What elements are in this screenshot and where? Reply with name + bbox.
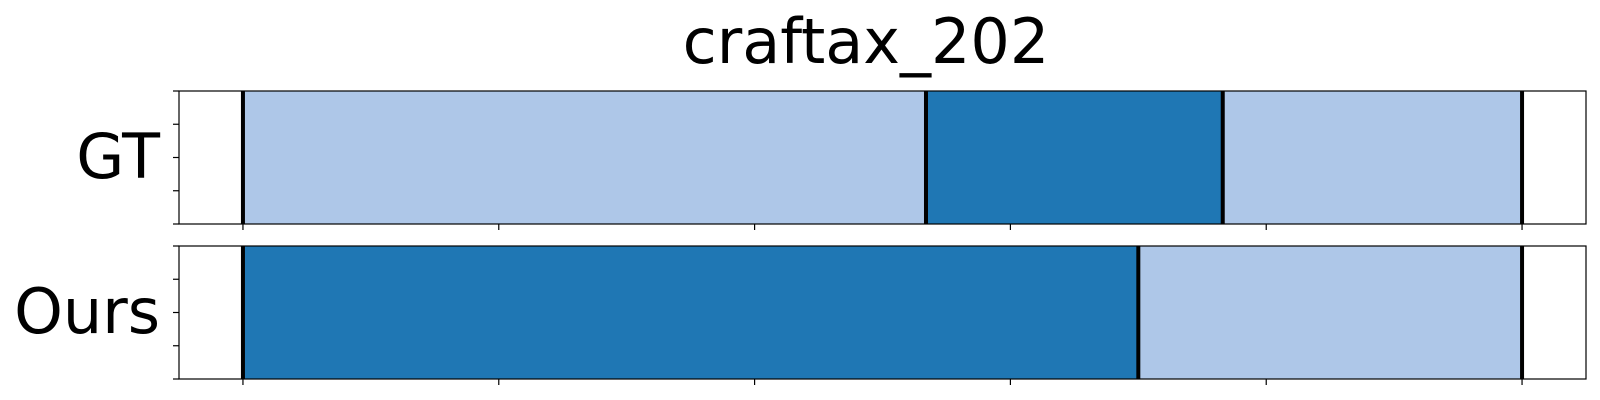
row-label-0: GT	[76, 120, 161, 193]
segment-0-1	[925, 91, 1223, 224]
row-label-1: Ours	[14, 275, 160, 348]
chart-title: craftax_202	[683, 5, 1050, 78]
segment-1-0	[242, 246, 1139, 379]
segment-0-0	[242, 91, 926, 224]
segment-0-2	[1222, 91, 1523, 224]
segment-1-1	[1138, 246, 1523, 379]
panels-group: GT Ours	[14, 90, 1587, 385]
